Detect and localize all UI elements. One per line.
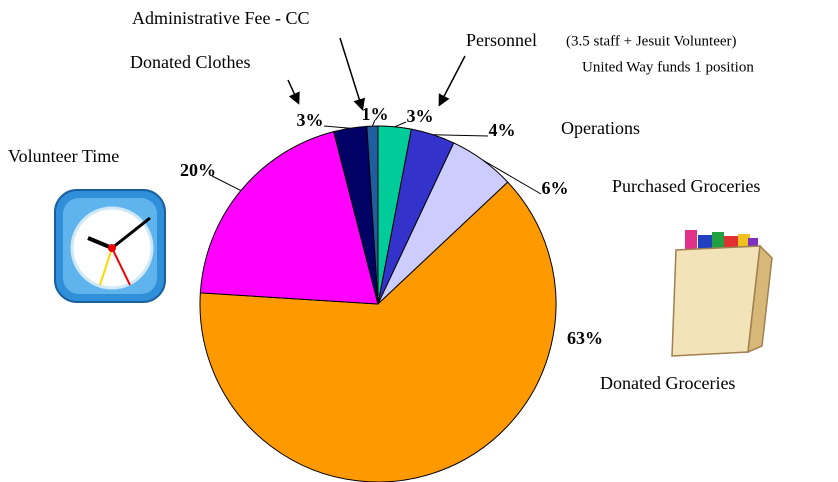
arrow	[288, 80, 298, 102]
category-label: Donated Clothes	[130, 52, 250, 72]
category-label: Administrative Fee - CC	[132, 8, 309, 28]
category-label: Operations	[561, 118, 640, 138]
annotation: United Way funds 1 position	[582, 59, 754, 75]
chart: (3.5 staff + Jesuit Volunteer) United Wa…	[0, 0, 838, 482]
arrow	[340, 38, 362, 108]
leader-line	[433, 135, 488, 136]
grocery-bag-icon	[672, 230, 772, 356]
value-label: 20%	[180, 160, 216, 180]
value-label: 3%	[407, 106, 434, 126]
value-label: 6%	[542, 178, 569, 198]
category-label: Volunteer Time	[8, 146, 119, 166]
annotation: (3.5 staff + Jesuit Volunteer)	[566, 33, 737, 49]
value-label: 4%	[489, 120, 516, 140]
category-label: Donated Groceries	[600, 373, 735, 393]
leader-line	[324, 126, 350, 128]
value-label: 1%	[362, 104, 389, 124]
value-label: 3%	[297, 110, 324, 130]
value-label: 63%	[567, 328, 603, 348]
category-label: Personnel	[466, 30, 537, 50]
arrow	[440, 56, 465, 104]
clock-icon	[55, 190, 165, 302]
category-label: Purchased Groceries	[612, 176, 760, 196]
leader-line	[212, 176, 241, 191]
leader-line	[395, 122, 406, 127]
